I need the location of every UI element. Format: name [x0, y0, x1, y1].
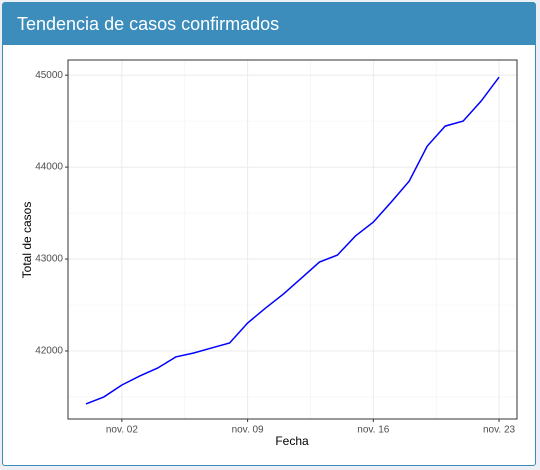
- y-tick-label: 44000: [35, 162, 63, 173]
- x-tick-label: nov. 16: [357, 425, 389, 436]
- box-title: Tendencia de casos confirmados: [3, 3, 535, 45]
- x-axis-title: Fecha: [275, 434, 309, 448]
- y-axis-title: Total de casos: [20, 202, 34, 279]
- x-tick-label: nov. 23: [483, 425, 515, 436]
- y-tick-label: 42000: [35, 346, 63, 357]
- y-tick-label: 43000: [35, 254, 63, 265]
- y-tick-label: 45000: [35, 70, 63, 81]
- x-tick-label: nov. 02: [106, 425, 138, 436]
- box: Tendencia de casos confirmados: [2, 2, 536, 466]
- x-tick-label: nov. 09: [232, 425, 264, 436]
- data-line: [85, 76, 500, 405]
- plot-border: [67, 59, 518, 420]
